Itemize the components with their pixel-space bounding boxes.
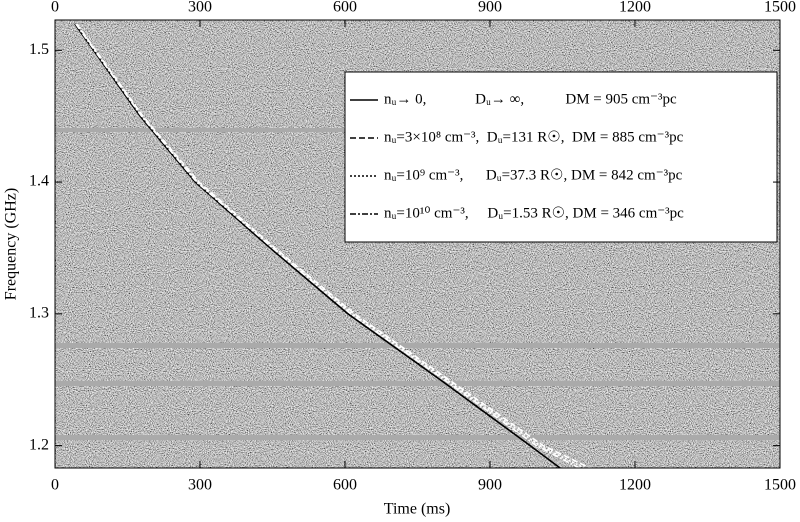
y-axis-label: Frequency (GHz) — [3, 188, 20, 300]
x-tick-label-top: 1500 — [764, 0, 796, 16]
legend-label: nᵤ=10¹⁰ cm⁻³, Dᵤ=1.53 R☉, DM = 346 cm⁻³p… — [384, 205, 684, 221]
x-axis-label: Time (ms) — [384, 501, 451, 518]
dispersion-curve — [76, 23, 591, 468]
x-tick-label: 600 — [333, 477, 357, 494]
y-tick-label: 1.2 — [29, 436, 49, 453]
x-tick-label: 0 — [51, 477, 59, 494]
x-tick-label: 900 — [478, 477, 502, 494]
dispersion-curve — [74, 23, 561, 468]
y-tick-label: 1.5 — [29, 41, 49, 58]
y-tick-label: 1.4 — [29, 173, 49, 190]
legend — [344, 71, 778, 243]
plot-frame — [54, 19, 781, 469]
x-tick-label: 1200 — [619, 477, 651, 494]
x-tick-label: 300 — [188, 477, 212, 494]
dispersion-curve — [75, 23, 585, 468]
legend-label: nᵤ→ 0, Dᵤ→ ∞, DM = 905 cm⁻³pc — [384, 91, 677, 107]
x-tick-label-top: 0 — [51, 0, 59, 16]
legend-label: nᵤ=3×10⁸ cm⁻³, Dᵤ=131 R☉, DM = 885 cm⁻³p… — [384, 129, 684, 145]
x-tick-label-top: 900 — [478, 0, 502, 16]
x-tick-label-top: 1200 — [619, 0, 651, 16]
curves — [74, 23, 591, 468]
x-tick-label-top: 600 — [333, 0, 357, 16]
y-tick-label: 1.3 — [29, 305, 49, 322]
legend-label: nᵤ=10⁹ cm⁻³, Dᵤ=37.3 R☉, DM = 842 cm⁻³pc — [384, 167, 683, 183]
dispersion-curve — [75, 23, 580, 468]
x-tick-label: 1500 — [764, 477, 796, 494]
x-tick-label-top: 300 — [188, 0, 212, 16]
